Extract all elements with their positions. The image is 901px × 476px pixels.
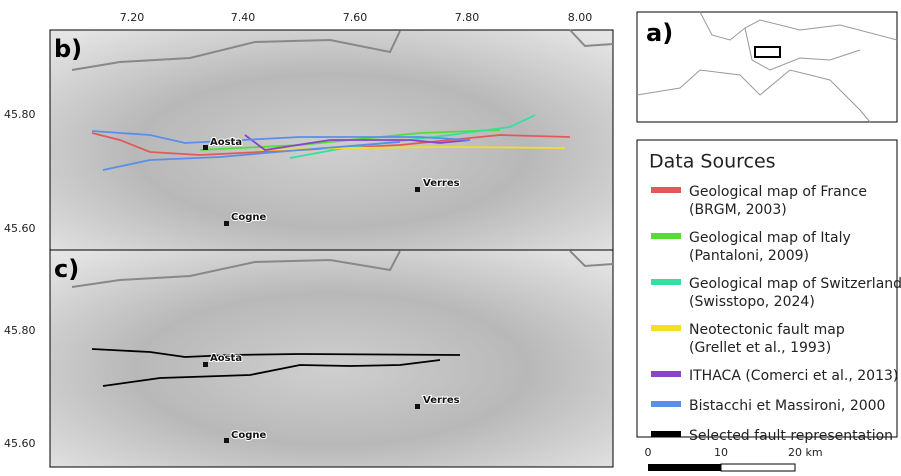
legend-swatch <box>651 401 681 407</box>
map-frame <box>50 250 613 467</box>
legend-swatch <box>651 279 681 285</box>
tick-label: 45.60 <box>4 222 36 235</box>
legend-label: Geological map of France <box>689 184 867 200</box>
legend-swatch <box>651 325 681 331</box>
top-axis: 7.20 7.40 7.60 7.80 8.00 <box>120 11 593 24</box>
legend-label: ITHACA (Comerci et al., 2013) <box>689 368 898 384</box>
place-label: Aosta <box>210 137 242 148</box>
scale-label: 10 <box>714 446 728 459</box>
scale-segment <box>721 464 795 471</box>
town-marker <box>203 145 208 150</box>
inset-frame <box>637 12 897 122</box>
place-label: Aosta <box>210 353 242 364</box>
town-marker <box>224 221 229 226</box>
town-marker <box>415 187 420 192</box>
scale-segment <box>648 464 721 471</box>
scale-bar: 0 10 20 km <box>645 446 823 471</box>
tick-label: 45.60 <box>4 437 36 450</box>
place-label: Verres <box>423 178 460 189</box>
legend-label: (Swisstopo, 2024) <box>689 294 815 310</box>
legend-label: (Grellet et al., 1993) <box>689 340 831 356</box>
legend-label: Geological map of Italy <box>689 230 851 246</box>
panel-c: Aosta Cogne Verres c) <box>50 250 613 467</box>
panel-label: c) <box>54 255 79 283</box>
tick-label: 7.60 <box>343 11 368 24</box>
legend-swatch <box>651 431 681 437</box>
legend-label: (Pantaloni, 2009) <box>689 248 809 264</box>
place-label: Verres <box>423 395 460 406</box>
tick-label: 45.80 <box>4 108 36 121</box>
legend-swatch <box>651 187 681 193</box>
tick-label: 45.80 <box>4 324 36 337</box>
scale-label: 0 <box>645 446 652 459</box>
inset-map: a) <box>637 12 897 122</box>
legend-label: (BRGM, 2003) <box>689 202 787 218</box>
legend-label: Neotectonic fault map <box>689 322 845 338</box>
panel-label: a) <box>646 19 673 47</box>
legend-swatch <box>651 233 681 239</box>
tick-label: 7.40 <box>231 11 256 24</box>
scale-label: 20 km <box>788 446 823 459</box>
legend-swatch <box>651 371 681 377</box>
tick-label: 8.00 <box>568 11 593 24</box>
legend-label: Geological map of Switzerland <box>689 276 901 292</box>
town-marker <box>224 438 229 443</box>
panel-label: b) <box>54 35 82 63</box>
legend-label: Bistacchi et Massironi, 2000 <box>689 398 885 414</box>
panel-b: Aosta Cogne Verres b) <box>50 30 613 250</box>
place-label: Cogne <box>231 430 266 441</box>
figure: 7.20 7.40 7.60 7.80 8.00 45.80 45.60 45.… <box>0 0 901 472</box>
legend: Data Sources Geological map of France (BR… <box>637 140 901 444</box>
tick-label: 7.20 <box>120 11 145 24</box>
legend-label: Selected fault representation <box>689 428 893 444</box>
tick-label: 7.80 <box>455 11 480 24</box>
legend-title: Data Sources <box>649 151 776 173</box>
place-label: Cogne <box>231 212 266 223</box>
town-marker <box>415 404 420 409</box>
town-marker <box>203 362 208 367</box>
